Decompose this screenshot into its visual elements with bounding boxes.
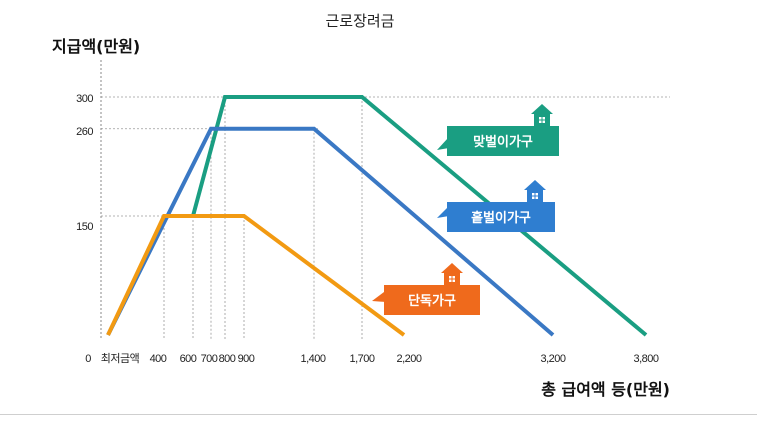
x-tick-700: 700 <box>201 353 218 365</box>
label-single-person-pointer <box>372 292 386 302</box>
label-single-income-pointer <box>437 207 449 218</box>
x-tick-800: 800 <box>219 353 236 365</box>
label-single-person: 단독가구 <box>372 263 480 315</box>
x-tick-400: 400 <box>150 353 167 365</box>
house-icon <box>524 180 546 202</box>
y-tick-150: 150 <box>76 221 93 233</box>
chart-title: 근로장려금 <box>325 12 394 30</box>
x-tick-0: 0 <box>85 353 91 365</box>
y-tick-260: 260 <box>76 126 93 138</box>
label-single-income-box <box>447 202 555 232</box>
label-single-income: 홑벌이가구 <box>437 180 555 232</box>
series-line-single-income <box>106 126 555 337</box>
x-tick-1400: 1,400 <box>300 353 325 365</box>
x-tick-3200: 3,200 <box>540 353 565 365</box>
x-tick-min: 최저금액 <box>101 352 139 365</box>
y-ticks: 300 260 150 <box>76 93 94 233</box>
x-ticks: 0 최저금액 400 600 700 800 900 1,400 1,700 2… <box>85 352 659 365</box>
x-tick-900: 900 <box>238 353 255 365</box>
label-single-person-box <box>384 285 480 315</box>
y-tick-300: 300 <box>76 93 93 105</box>
house-icon <box>531 104 553 126</box>
house-icon <box>441 263 463 285</box>
x-axis-label: 총 급여액 등(만원) <box>541 380 670 399</box>
x-tick-600: 600 <box>180 353 197 365</box>
label-dual-income-pointer <box>437 138 449 150</box>
label-dual-income-box <box>447 126 559 156</box>
y-axis-label: 지급액(만원) <box>52 37 140 56</box>
label-dual-income: 맞벌이가구 <box>437 104 559 156</box>
label-dual-income-text: 맞벌이가구 <box>473 134 533 150</box>
label-single-person-text: 단독가구 <box>408 293 456 309</box>
x-tick-3800: 3,800 <box>633 353 658 365</box>
x-tick-2200: 2,200 <box>396 353 421 365</box>
x-tick-1700: 1,700 <box>349 353 374 365</box>
bottom-divider <box>0 414 757 415</box>
label-single-income-text: 홑벌이가구 <box>471 210 531 226</box>
series-line-single-person <box>106 214 406 337</box>
